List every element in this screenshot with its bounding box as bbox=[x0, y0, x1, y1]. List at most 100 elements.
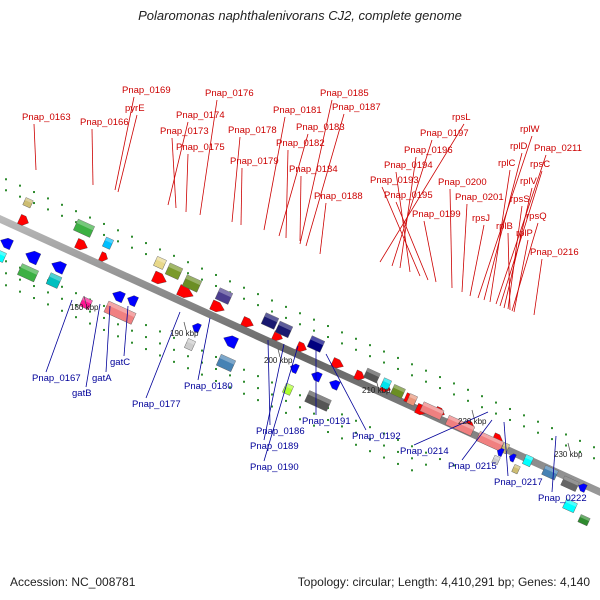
track-dot bbox=[117, 335, 119, 338]
track-dot bbox=[495, 401, 497, 404]
track-dot bbox=[187, 355, 189, 358]
track-dot bbox=[243, 392, 245, 395]
forward-gene-label: Pnap_0197 bbox=[420, 128, 469, 139]
forward-gene-arrow bbox=[209, 299, 225, 313]
forward-gene-block-body bbox=[541, 464, 559, 481]
forward-gene-block-body bbox=[406, 393, 418, 407]
track-dot bbox=[299, 323, 301, 326]
forward-gene-block-shine bbox=[76, 219, 95, 231]
forward-gene-arrow bbox=[240, 316, 254, 328]
forward-gene-label: Pnap_0169 bbox=[122, 85, 171, 96]
track-dot bbox=[579, 439, 581, 442]
track-dot bbox=[537, 420, 539, 423]
track-dot bbox=[19, 278, 21, 281]
forward-leader-line bbox=[319, 202, 327, 255]
track-dot bbox=[369, 344, 371, 347]
track-dot bbox=[257, 375, 259, 378]
reverse-leader-line bbox=[461, 419, 493, 461]
track-dot bbox=[201, 267, 203, 270]
reverse-gene-block bbox=[103, 300, 137, 325]
forward-gene-block-body bbox=[444, 415, 476, 437]
forward-gene-label: Pnap_0184 bbox=[289, 164, 338, 175]
reverse-gene-label: Pnap_0167 bbox=[32, 373, 81, 384]
track-dot bbox=[285, 305, 287, 308]
scale-tick bbox=[471, 409, 475, 419]
scale-tick-label: 200 kbp bbox=[264, 356, 293, 365]
forward-gene-block bbox=[306, 335, 326, 353]
reverse-gene-arrow bbox=[223, 335, 239, 349]
reverse-gene-block-shine bbox=[284, 383, 294, 390]
track-dot bbox=[75, 292, 77, 295]
track-dot bbox=[103, 233, 105, 236]
forward-gene-block bbox=[444, 415, 476, 437]
track-dot bbox=[19, 184, 21, 187]
track-dot bbox=[131, 235, 133, 238]
forward-gene-block-shine bbox=[563, 475, 580, 486]
forward-leader-line bbox=[489, 169, 511, 303]
forward-gene-label: Pnap_0173 bbox=[160, 126, 209, 137]
track-dot bbox=[481, 406, 483, 409]
track-dot bbox=[89, 310, 91, 313]
track-dot bbox=[103, 304, 105, 307]
track-dot bbox=[5, 284, 7, 287]
track-dot bbox=[173, 348, 175, 351]
track-dot bbox=[467, 399, 469, 402]
track-dot bbox=[285, 399, 287, 402]
scale-tick bbox=[567, 442, 571, 452]
reverse-gene-block-shine bbox=[49, 272, 62, 282]
forward-leader-line bbox=[477, 135, 533, 299]
track-dot bbox=[47, 197, 49, 200]
track-dot bbox=[61, 285, 63, 288]
reverse-gene-label: Pnap_0192 bbox=[352, 431, 401, 442]
track-dot bbox=[355, 337, 357, 340]
track-dot bbox=[593, 457, 595, 460]
track-dot bbox=[509, 407, 511, 410]
reverse-gene-arrow bbox=[0, 238, 14, 250]
forward-gene-block bbox=[274, 320, 294, 339]
forward-gene-block-body bbox=[181, 274, 203, 293]
track-dot bbox=[33, 191, 35, 194]
forward-gene-block bbox=[560, 475, 580, 492]
track-dot bbox=[285, 316, 287, 319]
track-dot bbox=[131, 329, 133, 332]
forward-leader-line bbox=[167, 121, 189, 206]
reverse-gene-arrow bbox=[497, 448, 505, 457]
track-dot bbox=[47, 208, 49, 211]
forward-gene-block-body bbox=[380, 377, 392, 391]
track-dot bbox=[313, 424, 315, 427]
scale-tick-label: 210 kbp bbox=[362, 386, 391, 395]
track-dot bbox=[537, 431, 539, 434]
forward-gene-label: rplV bbox=[520, 176, 538, 187]
forward-gene-block-body bbox=[164, 262, 184, 280]
track-dot bbox=[523, 425, 525, 428]
reverse-gene-label: Pnap_0189 bbox=[250, 441, 299, 452]
track-dot bbox=[481, 395, 483, 398]
forward-gene-block-shine bbox=[393, 384, 406, 393]
track-dot bbox=[453, 393, 455, 396]
forward-gene-label: Pnap_0174 bbox=[176, 110, 225, 121]
forward-leader-line bbox=[395, 171, 411, 273]
forward-gene-block-body bbox=[214, 287, 234, 305]
scale-tick bbox=[183, 321, 187, 331]
track-dot bbox=[47, 291, 49, 294]
track-dot bbox=[439, 458, 441, 461]
forward-leader-line bbox=[495, 154, 547, 305]
reverse-gene-block bbox=[511, 464, 521, 475]
track-dot bbox=[355, 348, 357, 351]
track-dot bbox=[159, 354, 161, 357]
scale-tick-label: 220 kbp bbox=[458, 417, 487, 426]
track-dot bbox=[201, 349, 203, 352]
reverse-leader-line bbox=[85, 303, 101, 388]
forward-gene-block bbox=[380, 377, 392, 391]
forward-gene-label: Pnap_0201 bbox=[455, 192, 504, 203]
track-dot bbox=[187, 261, 189, 264]
reverse-gene-label: Pnap_0186 bbox=[256, 426, 305, 437]
reverse-gene-block-shine bbox=[307, 390, 332, 405]
track-dot bbox=[299, 418, 301, 421]
track-dot bbox=[243, 368, 245, 371]
track-dot bbox=[383, 456, 385, 459]
track-dot bbox=[257, 304, 259, 307]
reverse-gene-label: gatA bbox=[92, 373, 112, 384]
scale-tick bbox=[83, 295, 87, 305]
track-dot bbox=[75, 221, 77, 224]
